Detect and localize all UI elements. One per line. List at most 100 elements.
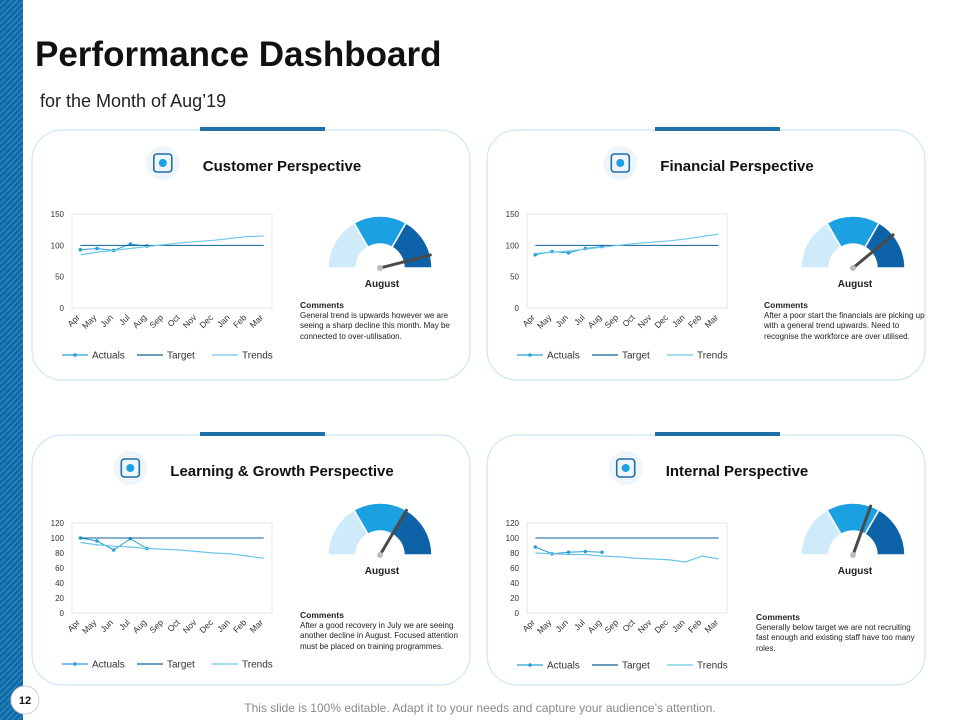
series-line xyxy=(535,552,719,563)
panel-tab xyxy=(200,432,325,436)
y-tick-label: 0 xyxy=(515,304,520,313)
data-point xyxy=(533,545,538,549)
panel-icon xyxy=(610,153,631,173)
y-tick-label: 0 xyxy=(60,304,65,313)
y-tick-label: 50 xyxy=(510,273,519,282)
comments-text: After a poor start the financials are pi… xyxy=(764,310,925,341)
data-point xyxy=(566,251,571,255)
panel-icon xyxy=(120,458,141,478)
gauge-label: August xyxy=(838,566,873,577)
y-tick-label: 60 xyxy=(55,564,64,573)
y-tick-label: 80 xyxy=(510,549,519,558)
gauge-label: August xyxy=(365,279,400,290)
comments-title: Comments xyxy=(300,610,344,620)
legend-marker xyxy=(73,662,77,666)
y-tick-label: 40 xyxy=(55,579,64,588)
comments-box: Comments After a poor start the financial… xyxy=(764,300,926,342)
legend-label: Trends xyxy=(697,351,728,362)
y-tick-label: 150 xyxy=(51,210,65,219)
y-tick-label: 20 xyxy=(55,594,64,603)
y-tick-label: 0 xyxy=(515,609,520,618)
y-tick-label: 100 xyxy=(51,241,65,250)
gauge-needle xyxy=(851,233,895,270)
panel-heading: Customer Perspective xyxy=(203,158,361,175)
comments-title: Comments xyxy=(300,300,344,310)
legend-label: Trends xyxy=(242,351,273,362)
legend-marker xyxy=(528,663,532,667)
gauge-label: August xyxy=(838,279,873,290)
y-tick-label: 150 xyxy=(506,210,520,219)
gauge-needle xyxy=(378,253,432,270)
plot-frame xyxy=(526,213,728,309)
gauge-label: August xyxy=(365,566,400,577)
legend-label: Actuals xyxy=(92,660,125,671)
y-tick-label: 100 xyxy=(51,534,65,543)
panel-heading: Financial Perspective xyxy=(660,158,813,175)
legend-label: Actuals xyxy=(547,661,580,672)
y-tick-label: 0 xyxy=(60,609,65,618)
gauge-hub xyxy=(850,265,856,271)
comments-box: Comments General trend is upwards however… xyxy=(300,300,462,342)
data-point xyxy=(566,550,571,555)
comments-text: Generally below target we are not recrui… xyxy=(756,622,915,653)
page-number: 12 xyxy=(19,695,31,707)
panel-icon xyxy=(615,458,636,478)
legend-label: Trends xyxy=(242,660,273,671)
data-point xyxy=(583,549,588,554)
panel-heading: Learning & Growth Perspective xyxy=(170,463,393,480)
gauge-hub xyxy=(850,552,856,558)
y-tick-label: 60 xyxy=(510,564,519,573)
y-tick-label: 40 xyxy=(510,579,519,588)
comments-text: After a good recovery in July we are see… xyxy=(300,620,458,651)
legend-label: Actuals xyxy=(547,351,580,362)
footer-note: This slide is 100% editable. Adapt it to… xyxy=(244,701,715,715)
panel-icon-dot xyxy=(616,159,625,167)
panel-tab xyxy=(655,127,780,131)
slide-title: Performance Dashboard xyxy=(35,35,442,74)
panel-icon xyxy=(152,153,173,173)
gauge-segment xyxy=(863,508,906,556)
y-tick-label: 20 xyxy=(510,594,519,603)
legend-label: Target xyxy=(622,351,650,362)
comments-text: General trend is upwards however we are … xyxy=(300,310,450,341)
comments-box: Comments Generally below target we are no… xyxy=(756,612,918,654)
y-tick-label: 100 xyxy=(506,534,520,543)
y-tick-label: 120 xyxy=(51,519,65,528)
y-tick-label: 50 xyxy=(55,273,64,282)
legend-marker xyxy=(528,353,532,357)
panel-icon-dot xyxy=(621,464,630,472)
data-point xyxy=(111,548,116,552)
series-line xyxy=(80,235,264,256)
gauge-needle xyxy=(851,504,873,557)
legend-label: Target xyxy=(167,351,195,362)
data-point xyxy=(78,247,83,252)
data-point xyxy=(78,536,83,540)
series-line xyxy=(535,233,719,255)
data-point xyxy=(95,246,99,251)
data-point xyxy=(600,550,604,555)
comments-title: Comments xyxy=(764,300,808,310)
gauge-needle xyxy=(378,508,408,557)
gauge-hub xyxy=(377,552,383,558)
legend-label: Target xyxy=(622,661,650,672)
y-tick-label: 80 xyxy=(55,549,64,558)
side-stripe xyxy=(0,0,23,720)
comments-box: Comments After a good recovery in July we… xyxy=(300,610,462,652)
comments-title: Comments xyxy=(756,612,800,622)
data-point xyxy=(95,539,99,543)
plot-frame xyxy=(71,213,273,309)
panel-tab xyxy=(655,432,780,436)
data-point xyxy=(128,536,133,541)
panel-icon-dot xyxy=(158,159,167,167)
series-line xyxy=(80,541,264,559)
legend-marker xyxy=(73,353,77,357)
page-badge xyxy=(10,685,40,715)
panel-icon-dot xyxy=(126,464,135,472)
legend-label: Trends xyxy=(697,661,728,672)
slide-subtitle: for the Month of Aug’19 xyxy=(40,91,226,111)
gauge-segment xyxy=(863,221,906,269)
y-tick-label: 100 xyxy=(506,241,520,250)
legend-label: Target xyxy=(167,660,195,671)
